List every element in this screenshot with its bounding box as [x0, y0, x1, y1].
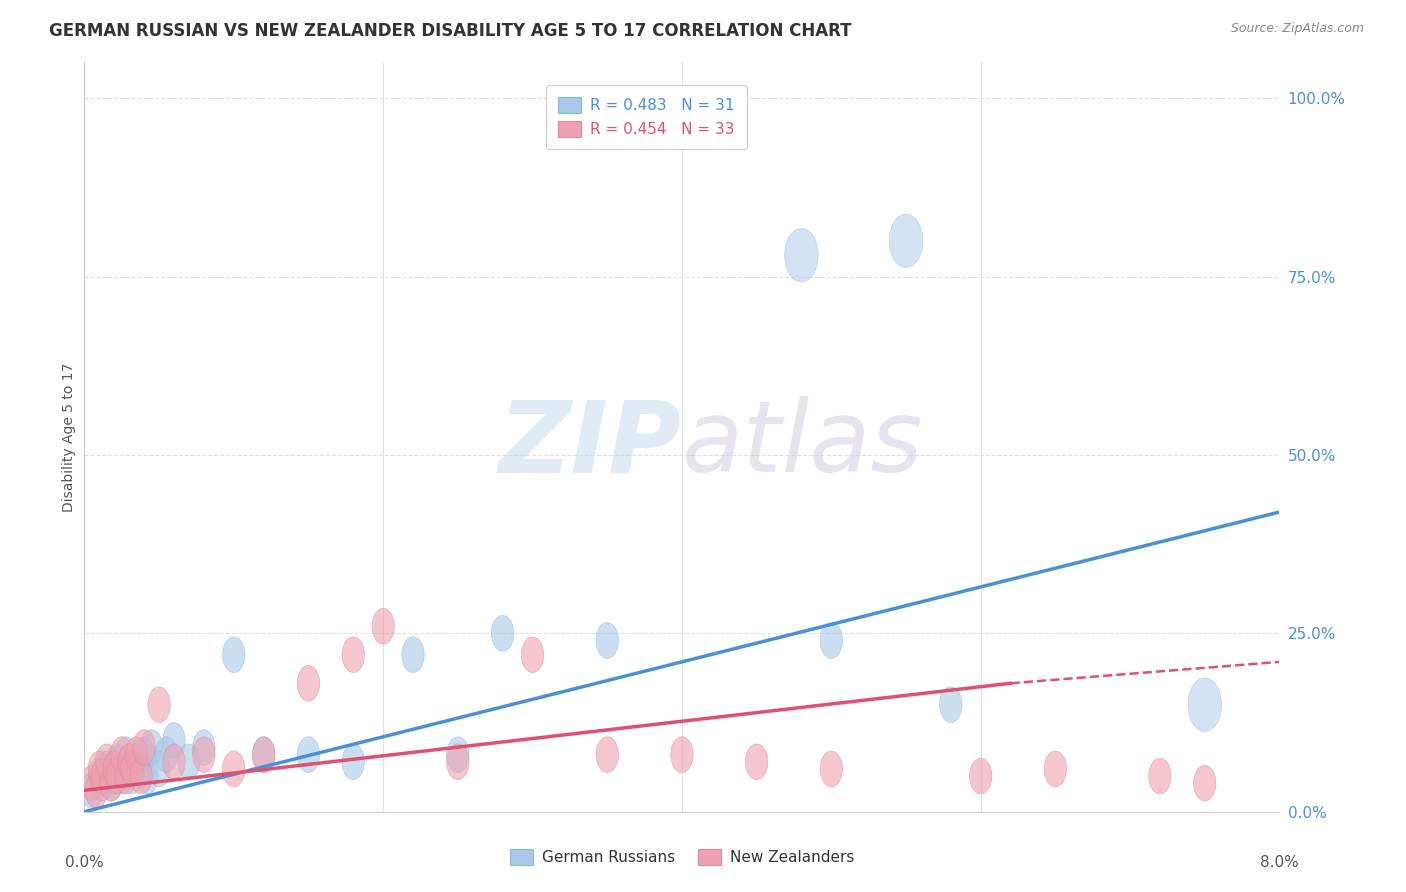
Ellipse shape [745, 744, 768, 780]
Ellipse shape [134, 730, 155, 765]
Text: 8.0%: 8.0% [1260, 855, 1299, 870]
Ellipse shape [342, 744, 364, 780]
Ellipse shape [129, 751, 152, 787]
Text: Source: ZipAtlas.com: Source: ZipAtlas.com [1230, 22, 1364, 36]
Ellipse shape [177, 744, 200, 780]
Ellipse shape [596, 737, 619, 772]
Ellipse shape [115, 758, 138, 794]
Ellipse shape [447, 737, 470, 772]
Ellipse shape [222, 751, 245, 787]
Ellipse shape [100, 765, 122, 801]
Ellipse shape [970, 758, 991, 794]
Ellipse shape [96, 744, 118, 780]
Ellipse shape [1149, 758, 1171, 794]
Ellipse shape [134, 737, 155, 772]
Ellipse shape [1188, 678, 1222, 731]
Ellipse shape [91, 758, 114, 794]
Ellipse shape [402, 637, 425, 673]
Ellipse shape [373, 608, 394, 644]
Ellipse shape [115, 737, 138, 772]
Legend: German Russians, New Zealanders: German Russians, New Zealanders [503, 843, 860, 871]
Text: atlas: atlas [682, 396, 924, 493]
Ellipse shape [163, 744, 186, 780]
Ellipse shape [155, 737, 177, 772]
Ellipse shape [103, 751, 125, 787]
Ellipse shape [148, 687, 170, 723]
Ellipse shape [103, 758, 125, 794]
Ellipse shape [785, 228, 818, 282]
Ellipse shape [596, 623, 619, 658]
Ellipse shape [89, 758, 111, 794]
Ellipse shape [1194, 765, 1216, 801]
Text: 0.0%: 0.0% [65, 855, 104, 870]
Ellipse shape [193, 737, 215, 772]
Ellipse shape [105, 744, 128, 780]
Ellipse shape [125, 737, 148, 772]
Ellipse shape [80, 772, 103, 808]
Ellipse shape [100, 765, 122, 801]
Ellipse shape [148, 751, 170, 787]
Ellipse shape [492, 615, 513, 651]
Ellipse shape [222, 637, 245, 673]
Text: ZIP: ZIP [499, 396, 682, 493]
Ellipse shape [105, 758, 128, 794]
Ellipse shape [111, 758, 134, 794]
Ellipse shape [522, 637, 544, 673]
Ellipse shape [253, 737, 274, 772]
Ellipse shape [118, 751, 141, 787]
Ellipse shape [342, 637, 364, 673]
Ellipse shape [671, 737, 693, 772]
Y-axis label: Disability Age 5 to 17: Disability Age 5 to 17 [62, 362, 76, 512]
Ellipse shape [80, 765, 103, 801]
Ellipse shape [939, 687, 962, 723]
Ellipse shape [193, 730, 215, 765]
Ellipse shape [1045, 751, 1067, 787]
Ellipse shape [121, 758, 143, 794]
Ellipse shape [118, 744, 141, 780]
Ellipse shape [129, 758, 152, 794]
Ellipse shape [86, 772, 107, 808]
Ellipse shape [163, 723, 186, 758]
Ellipse shape [96, 751, 118, 787]
Ellipse shape [125, 744, 148, 780]
Ellipse shape [820, 623, 842, 658]
Ellipse shape [136, 758, 159, 794]
Ellipse shape [111, 737, 134, 772]
Ellipse shape [141, 730, 163, 765]
Ellipse shape [91, 765, 114, 801]
Ellipse shape [297, 665, 319, 701]
Text: GERMAN RUSSIAN VS NEW ZEALANDER DISABILITY AGE 5 TO 17 CORRELATION CHART: GERMAN RUSSIAN VS NEW ZEALANDER DISABILI… [49, 22, 852, 40]
Ellipse shape [889, 214, 922, 268]
Ellipse shape [121, 751, 143, 787]
Ellipse shape [447, 744, 470, 780]
Ellipse shape [89, 751, 111, 787]
Ellipse shape [253, 737, 274, 772]
Ellipse shape [297, 737, 319, 772]
Ellipse shape [820, 751, 842, 787]
